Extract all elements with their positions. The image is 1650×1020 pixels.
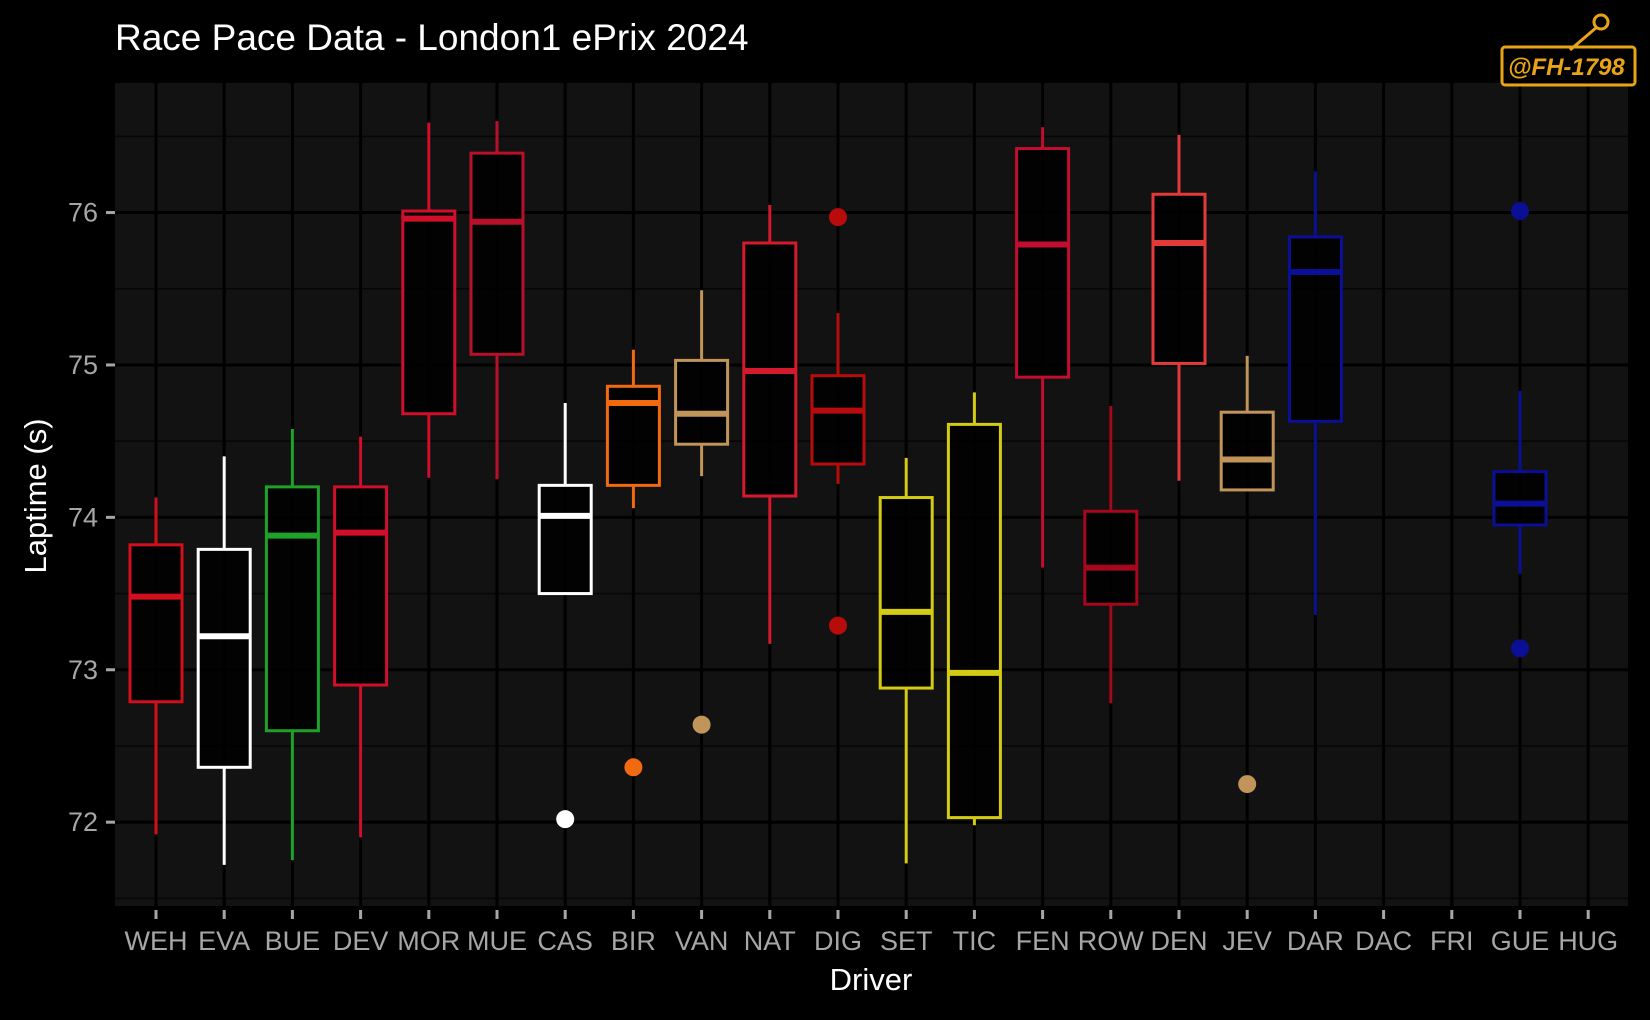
y-tick-label: 73 xyxy=(68,655,98,685)
y-tick-label: 75 xyxy=(68,350,98,380)
x-tick-label-eva: EVA xyxy=(198,926,250,956)
boxplot-mue xyxy=(469,121,525,480)
x-tick-label-jev: JEV xyxy=(1222,926,1272,956)
x-tick-label-mue: MUE xyxy=(467,926,527,956)
boxplot-den xyxy=(1151,134,1207,481)
box xyxy=(1287,235,1343,423)
y-tick-label: 74 xyxy=(68,502,98,532)
outlier-point xyxy=(556,810,575,829)
outlier-point xyxy=(624,758,643,777)
x-tick-label-dar: DAR xyxy=(1287,926,1344,956)
boxplot-gue xyxy=(1492,202,1548,658)
boxplot-dar xyxy=(1287,171,1343,615)
boxplot-dig xyxy=(810,208,866,635)
x-tick-label-nat: NAT xyxy=(744,926,796,956)
x-tick-label-tic: TIC xyxy=(953,926,997,956)
chart-title: Race Pace Data - London1 ePrix 2024 xyxy=(115,17,749,58)
outlier-point xyxy=(829,616,847,635)
x-tick-label-den: DEN xyxy=(1150,926,1207,956)
box xyxy=(1492,470,1548,527)
box xyxy=(196,547,252,769)
x-tick-label-dig: DIG xyxy=(814,926,862,956)
y-axis-title: Laptime (s) xyxy=(18,418,53,573)
box xyxy=(401,209,457,416)
x-tick-label-bir: BIR xyxy=(611,926,656,956)
box xyxy=(469,151,525,356)
x-tick-label-dev: DEV xyxy=(333,926,389,956)
x-tick-label-weh: WEH xyxy=(125,926,188,956)
boxplot-weh xyxy=(128,497,184,835)
box xyxy=(1083,509,1139,606)
box xyxy=(946,422,1002,820)
x-tick-label-row: ROW xyxy=(1078,926,1145,956)
x-tick-label-fri: FRI xyxy=(1430,926,1474,956)
x-tick-label-bue: BUE xyxy=(265,926,321,956)
boxplot-nat xyxy=(742,204,798,644)
boxplot-cas xyxy=(537,403,593,829)
boxplot-set xyxy=(878,457,934,864)
outlier-point xyxy=(692,715,711,734)
box xyxy=(1015,147,1071,379)
y-tick-label: 72 xyxy=(68,807,98,837)
boxplot-eva xyxy=(196,456,252,865)
outlier-point xyxy=(1511,202,1529,221)
box xyxy=(333,485,389,687)
boxplots xyxy=(128,121,1548,865)
box xyxy=(674,358,730,446)
y-axis: 72 73 74 75 76 xyxy=(68,198,115,837)
box xyxy=(1151,192,1207,365)
logo: @FH-1798 xyxy=(1500,13,1637,87)
x-axis-title: Driver xyxy=(830,962,913,997)
boxplot-bir xyxy=(605,349,661,777)
x-tick-label-cas: CAS xyxy=(537,926,593,956)
box xyxy=(1219,410,1275,492)
outlier-point xyxy=(1238,775,1257,794)
svg-text:@FH-1798: @FH-1798 xyxy=(1508,54,1625,81)
x-tick-label-hug: HUG xyxy=(1558,926,1618,956)
outlier-point xyxy=(829,208,847,227)
box xyxy=(264,485,320,733)
boxplot-van xyxy=(674,290,730,734)
y-tick-label: 76 xyxy=(68,198,98,228)
boxplot-fen xyxy=(1015,127,1071,568)
boxplot-mor xyxy=(401,122,457,478)
x-tick-label-gue: GUE xyxy=(1491,926,1550,956)
box xyxy=(810,374,866,466)
box xyxy=(537,483,593,596)
x-axis: WEH EVA BUE DEV MOR MUE CAS BIR VAN NAT DIG SET TIC F… xyxy=(125,910,1618,956)
box xyxy=(128,543,184,704)
boxplot-dev xyxy=(333,436,389,838)
x-tick-label-dac: DAC xyxy=(1355,926,1412,956)
x-tick-label-mor: MOR xyxy=(397,926,460,956)
outlier-point xyxy=(1511,639,1529,658)
boxplot-row xyxy=(1083,406,1139,704)
boxplot-bue xyxy=(264,428,320,861)
x-tick-label-van: VAN xyxy=(675,926,729,956)
box xyxy=(878,496,934,690)
boxplot-jev xyxy=(1219,355,1275,794)
boxplot-tic xyxy=(946,392,1002,826)
x-tick-label-fen: FEN xyxy=(1016,926,1070,956)
x-tick-label-set: SET xyxy=(880,926,933,956)
